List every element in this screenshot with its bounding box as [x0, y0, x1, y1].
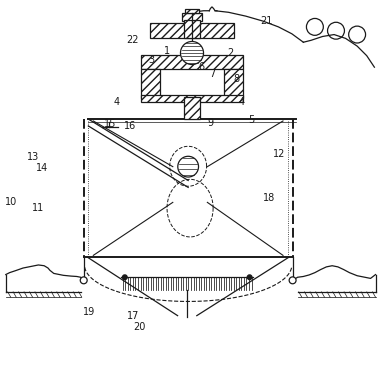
- Text: 13: 13: [26, 152, 39, 162]
- Circle shape: [289, 277, 296, 284]
- Text: 2: 2: [227, 48, 233, 58]
- Text: 10: 10: [5, 197, 18, 207]
- Text: 21: 21: [261, 16, 273, 26]
- Text: 9: 9: [207, 118, 214, 128]
- Circle shape: [180, 41, 204, 65]
- Bar: [141, 69, 160, 98]
- Text: 12: 12: [273, 149, 286, 159]
- Text: 3: 3: [149, 55, 155, 65]
- Bar: [141, 55, 243, 69]
- Bar: [224, 69, 243, 98]
- Text: 11: 11: [31, 203, 44, 213]
- Text: 6: 6: [199, 62, 205, 72]
- Text: 17: 17: [127, 311, 140, 321]
- Bar: [185, 9, 199, 13]
- Text: 4: 4: [114, 97, 120, 107]
- Bar: [182, 13, 202, 21]
- Circle shape: [80, 277, 87, 284]
- Text: 5: 5: [248, 115, 255, 125]
- Text: 16: 16: [124, 121, 136, 131]
- Circle shape: [122, 275, 127, 280]
- Circle shape: [178, 156, 199, 177]
- Bar: [150, 23, 234, 38]
- Text: 19: 19: [83, 307, 95, 317]
- Text: 14: 14: [36, 163, 48, 173]
- Text: 20: 20: [133, 322, 145, 332]
- Text: 15: 15: [104, 119, 117, 129]
- Text: 4: 4: [238, 97, 244, 107]
- Bar: [141, 95, 243, 102]
- Text: 22: 22: [126, 35, 139, 45]
- Text: 7: 7: [209, 69, 215, 79]
- Text: 8: 8: [233, 74, 239, 84]
- Circle shape: [247, 275, 252, 280]
- Text: 1: 1: [164, 46, 170, 56]
- Bar: [184, 97, 200, 119]
- Bar: [184, 20, 200, 38]
- Text: 18: 18: [263, 193, 275, 203]
